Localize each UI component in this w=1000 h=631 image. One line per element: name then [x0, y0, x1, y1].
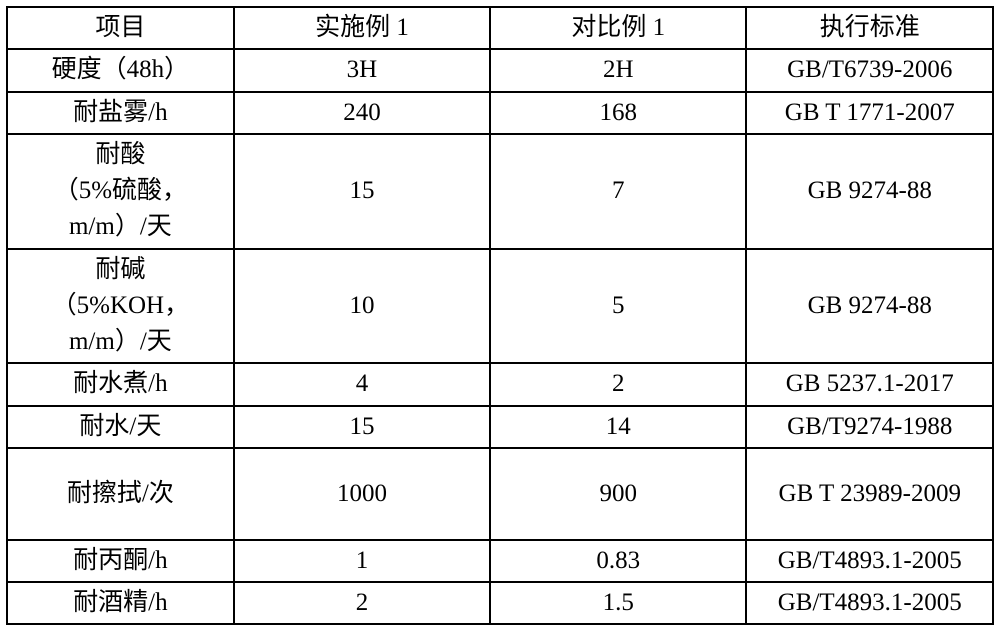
cell-item: 耐酒精/h — [7, 582, 234, 624]
table-header-row: 项目 实施例 1 对比例 1 执行标准 — [7, 7, 993, 49]
cell-cmp1: 2H — [490, 49, 746, 91]
cell-std: GB/T6739-2006 — [746, 49, 993, 91]
comparison-table-container: 项目 实施例 1 对比例 1 执行标准 硬度（48h） 3H 2H GB/T67… — [6, 6, 994, 625]
table-row: 耐碱 （5%KOH， m/m）/天 10 5 GB 9274-88 — [7, 249, 993, 364]
cell-ex1: 10 — [234, 249, 490, 364]
header-example-1: 实施例 1 — [234, 7, 490, 49]
table-body: 硬度（48h） 3H 2H GB/T6739-2006 耐盐雾/h 240 16… — [7, 49, 993, 624]
cell-std: GB/T9274-1988 — [746, 406, 993, 448]
cell-cmp1: 2 — [490, 363, 746, 405]
cell-item: 耐碱 （5%KOH， m/m）/天 — [7, 249, 234, 364]
cell-ex1: 240 — [234, 92, 490, 134]
table-row: 耐酸 （5%硫酸， m/m）/天 15 7 GB 9274-88 — [7, 134, 993, 249]
cell-ex1: 1 — [234, 540, 490, 582]
table-row: 耐酒精/h 2 1.5 GB/T4893.1-2005 — [7, 582, 993, 624]
header-item: 项目 — [7, 7, 234, 49]
cell-std: GB/T4893.1-2005 — [746, 540, 993, 582]
cell-item: 耐水煮/h — [7, 363, 234, 405]
cell-ex1: 15 — [234, 134, 490, 249]
cell-ex1: 4 — [234, 363, 490, 405]
cell-ex1: 1000 — [234, 448, 490, 540]
cell-std: GB T 1771-2007 — [746, 92, 993, 134]
comparison-table: 项目 实施例 1 对比例 1 执行标准 硬度（48h） 3H 2H GB/T67… — [6, 6, 994, 625]
table-row: 耐擦拭/次 1000 900 GB T 23989-2009 — [7, 448, 993, 540]
cell-item: 硬度（48h） — [7, 49, 234, 91]
table-row: 耐盐雾/h 240 168 GB T 1771-2007 — [7, 92, 993, 134]
cell-ex1: 3H — [234, 49, 490, 91]
table-row: 耐丙酮/h 1 0.83 GB/T4893.1-2005 — [7, 540, 993, 582]
cell-std: GB 5237.1-2017 — [746, 363, 993, 405]
cell-item: 耐水/天 — [7, 406, 234, 448]
cell-ex1: 15 — [234, 406, 490, 448]
cell-std: GB 9274-88 — [746, 249, 993, 364]
table-row: 耐水/天 15 14 GB/T9274-1988 — [7, 406, 993, 448]
header-compare-1: 对比例 1 — [490, 7, 746, 49]
cell-cmp1: 168 — [490, 92, 746, 134]
cell-cmp1: 0.83 — [490, 540, 746, 582]
cell-std: GB/T4893.1-2005 — [746, 582, 993, 624]
cell-item: 耐擦拭/次 — [7, 448, 234, 540]
cell-cmp1: 7 — [490, 134, 746, 249]
header-standard: 执行标准 — [746, 7, 993, 49]
cell-std: GB 9274-88 — [746, 134, 993, 249]
table-row: 耐水煮/h 4 2 GB 5237.1-2017 — [7, 363, 993, 405]
cell-item: 耐酸 （5%硫酸， m/m）/天 — [7, 134, 234, 249]
table-row: 硬度（48h） 3H 2H GB/T6739-2006 — [7, 49, 993, 91]
cell-std: GB T 23989-2009 — [746, 448, 993, 540]
cell-item: 耐盐雾/h — [7, 92, 234, 134]
cell-cmp1: 1.5 — [490, 582, 746, 624]
cell-cmp1: 5 — [490, 249, 746, 364]
cell-item: 耐丙酮/h — [7, 540, 234, 582]
cell-cmp1: 900 — [490, 448, 746, 540]
table-header: 项目 实施例 1 对比例 1 执行标准 — [7, 7, 993, 49]
cell-cmp1: 14 — [490, 406, 746, 448]
cell-ex1: 2 — [234, 582, 490, 624]
